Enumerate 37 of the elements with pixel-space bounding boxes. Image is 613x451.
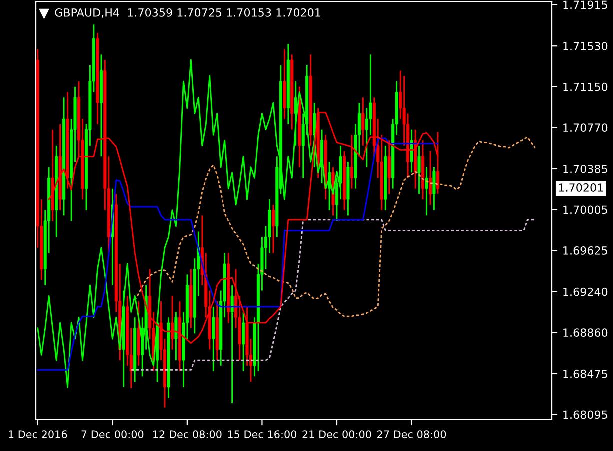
candlestick [212, 306, 216, 372]
y-tick-label: 1.70385 [564, 164, 608, 174]
candlestick [230, 284, 234, 404]
candlestick [294, 80, 298, 147]
line-series [37, 138, 439, 371]
candlestick [432, 166, 436, 211]
y-tick-label: 1.71150 [564, 82, 608, 92]
y-tick-label: 1.71915 [564, 0, 608, 10]
candlestick [410, 129, 414, 174]
candlestick [272, 204, 275, 254]
x-tick-label: 27 Dec 08:00 [378, 430, 446, 438]
text: GBPAUD,H4 1.70359 1.70725 1.70153 1.70201 [55, 8, 320, 18]
line-series [134, 136, 536, 318]
candlestick [242, 312, 246, 372]
candlestick [174, 312, 178, 362]
x-tick-label: 7 Dec 00:00 [82, 430, 144, 438]
text: 1.70201 [559, 184, 604, 192]
candlestick [418, 145, 421, 195]
y-tick-label: 1.70005 [564, 206, 608, 214]
y-tick-label: 1.71530 [564, 42, 608, 50]
y-tick-label: 1.70770 [564, 124, 608, 132]
y-tick-label: 1.69240 [564, 288, 608, 296]
y-tick-label: 1.69625 [564, 246, 608, 255]
y-tick-label: 1.68095 [564, 410, 608, 420]
line-series [130, 219, 536, 371]
x-tick-label: 12 Dec 08:00 [154, 430, 222, 438]
y-tick-label: 1.68860 [564, 328, 608, 338]
x-tick-label: 15 Dec 16:00 [228, 430, 297, 438]
candlestick [428, 150, 432, 206]
candlestick [350, 134, 354, 190]
candlestick [362, 96, 365, 147]
y-tick-label: 1.68475 [564, 370, 608, 378]
candlestick [425, 166, 428, 216]
x-tick-label: 1 Dec 2016 [9, 430, 68, 438]
x-tick-label: 21 Dec 00:00 [302, 430, 372, 438]
line-series [37, 59, 342, 388]
candlestick [388, 140, 391, 195]
